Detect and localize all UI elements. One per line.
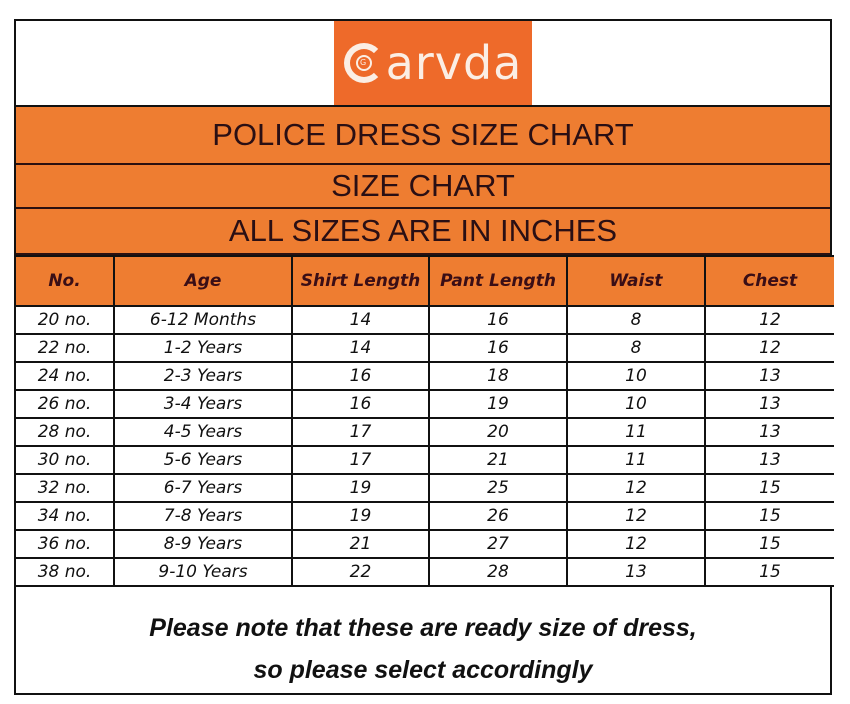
cell-chest: 13 — [704, 445, 834, 475]
cell-age: 3-4 Years — [113, 389, 293, 419]
cell-chest: 13 — [704, 389, 834, 419]
cell-shirt-length: 19 — [291, 501, 430, 531]
cell-waist: 11 — [566, 445, 706, 475]
size-table: No. Age Shirt Length Pant Length Waist C… — [16, 255, 834, 587]
chart-subtitle: SIZE CHART — [16, 165, 830, 209]
cell-waist: 10 — [566, 361, 706, 391]
cell-shirt-length: 16 — [291, 361, 430, 391]
chart-title: POLICE DRESS SIZE CHART — [16, 107, 830, 165]
cell-pant-length: 26 — [428, 501, 568, 531]
table-row: 36 no. 8-9 Years 21 27 12 15 — [16, 529, 834, 559]
cell-size-no: 30 no. — [16, 445, 115, 475]
cell-size-no: 20 no. — [16, 305, 115, 335]
cell-pant-length: 19 — [428, 389, 568, 419]
table-row: 34 no. 7-8 Years 19 26 12 15 — [16, 501, 834, 531]
cell-chest: 12 — [704, 305, 834, 335]
logo-row: G arvda — [16, 21, 830, 107]
cell-shirt-length: 14 — [291, 333, 430, 363]
brand-wordmark: G arvda — [343, 36, 523, 90]
cell-pant-length: 20 — [428, 417, 568, 447]
g-emblem-icon: G — [355, 55, 372, 71]
cell-waist: 12 — [566, 473, 706, 503]
table-row: 22 no. 1-2 Years 14 16 8 12 — [16, 333, 834, 363]
brand-name-rest: arvda — [385, 36, 523, 90]
cell-chest: 15 — [704, 501, 834, 531]
cell-chest: 13 — [704, 417, 834, 447]
column-header-waist: Waist — [566, 255, 706, 307]
footer-note-line-2: so please select accordingly — [253, 656, 593, 684]
cell-size-no: 24 no. — [16, 361, 115, 391]
cell-waist: 12 — [566, 529, 706, 559]
cell-shirt-length: 17 — [291, 445, 430, 475]
cell-pant-length: 25 — [428, 473, 568, 503]
cell-shirt-length: 14 — [291, 305, 430, 335]
size-chart-sheet: G arvda POLICE DRESS SIZE CHART SIZE CHA… — [14, 19, 834, 695]
cell-chest: 15 — [704, 473, 834, 503]
table-row: 38 no. 9-10 Years 22 28 13 15 — [16, 557, 834, 587]
cell-age: 6-7 Years — [113, 473, 293, 503]
cell-waist: 8 — [566, 333, 706, 363]
table-row: 32 no. 6-7 Years 19 25 12 15 — [16, 473, 834, 503]
cell-size-no: 32 no. — [16, 473, 115, 503]
cell-chest: 13 — [704, 361, 834, 391]
cell-age: 7-8 Years — [113, 501, 293, 531]
cell-waist: 12 — [566, 501, 706, 531]
footer-note-line-1: Please note that these are ready size of… — [149, 614, 697, 642]
table-row: 24 no. 2-3 Years 16 18 10 13 — [16, 361, 834, 391]
cell-waist: 10 — [566, 389, 706, 419]
column-header-shirt-length: Shirt Length — [291, 255, 430, 307]
table-row: 30 no. 5-6 Years 17 21 11 13 — [16, 445, 834, 475]
table-row: 20 no. 6-12 Months 14 16 8 12 — [16, 305, 834, 335]
cell-age: 2-3 Years — [113, 361, 293, 391]
column-header-no: No. — [16, 255, 115, 307]
column-header-pant-length: Pant Length — [428, 255, 568, 307]
cell-shirt-length: 21 — [291, 529, 430, 559]
footer-note: Please note that these are ready size of… — [16, 605, 830, 693]
table-header-row: No. Age Shirt Length Pant Length Waist C… — [16, 255, 834, 307]
cell-pant-length: 27 — [428, 529, 568, 559]
cell-chest: 15 — [704, 557, 834, 587]
cell-waist: 11 — [566, 417, 706, 447]
cell-size-no: 22 no. — [16, 333, 115, 363]
cell-chest: 12 — [704, 333, 834, 363]
cell-pant-length: 21 — [428, 445, 568, 475]
cell-size-no: 34 no. — [16, 501, 115, 531]
table-row: 28 no. 4-5 Years 17 20 11 13 — [16, 417, 834, 447]
cell-waist: 13 — [566, 557, 706, 587]
cell-waist: 8 — [566, 305, 706, 335]
cell-age: 5-6 Years — [113, 445, 293, 475]
cell-pant-length: 16 — [428, 305, 568, 335]
cell-pant-length: 16 — [428, 333, 568, 363]
cell-pant-length: 28 — [428, 557, 568, 587]
brand-logo: G arvda — [334, 21, 532, 105]
cell-shirt-length: 17 — [291, 417, 430, 447]
cell-size-no: 28 no. — [16, 417, 115, 447]
cell-size-no: 26 no. — [16, 389, 115, 419]
units-note: ALL SIZES ARE IN INCHES — [16, 209, 830, 255]
cell-size-no: 38 no. — [16, 557, 115, 587]
cell-age: 4-5 Years — [113, 417, 293, 447]
cell-age: 1-2 Years — [113, 333, 293, 363]
table-row: 26 no. 3-4 Years 16 19 10 13 — [16, 389, 834, 419]
cell-chest: 15 — [704, 529, 834, 559]
cell-age: 9-10 Years — [113, 557, 293, 587]
column-header-age: Age — [113, 255, 293, 307]
cell-age: 8-9 Years — [113, 529, 293, 559]
cell-pant-length: 18 — [428, 361, 568, 391]
garvda-g-logo-icon: G — [343, 43, 384, 83]
cell-shirt-length: 16 — [291, 389, 430, 419]
cell-shirt-length: 19 — [291, 473, 430, 503]
cell-shirt-length: 22 — [291, 557, 430, 587]
cell-age: 6-12 Months — [113, 305, 293, 335]
column-header-chest: Chest — [704, 255, 834, 307]
cell-size-no: 36 no. — [16, 529, 115, 559]
